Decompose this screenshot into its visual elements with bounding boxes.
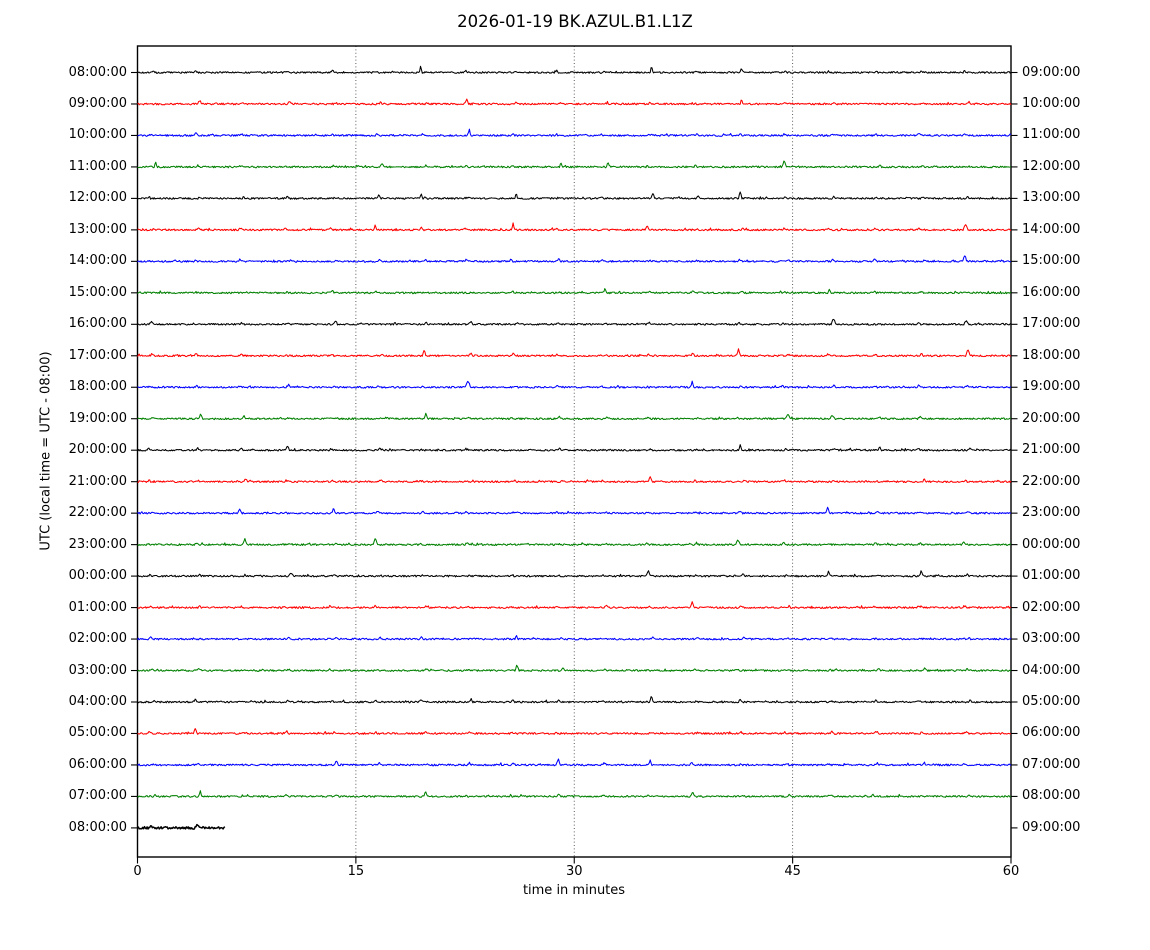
ytick-label-left: 18:00:00 [68, 379, 127, 395]
ytick-label-right: 18:00:00 [1022, 347, 1081, 363]
seismic-trace [137, 191, 1012, 200]
ytick-label-left: 13:00:00 [68, 221, 127, 237]
ytick-label-right: 14:00:00 [1022, 221, 1081, 237]
ytick-label-right: 07:00:00 [1022, 756, 1081, 772]
ytick-label-left: 19:00:00 [68, 410, 127, 426]
ytick-label-left: 11:00:00 [68, 158, 127, 174]
ytick-label-right: 15:00:00 [1022, 253, 1081, 269]
seismic-trace [137, 160, 1012, 169]
ytick-label-left: 09:00:00 [68, 95, 127, 111]
xtick-label: 15 [347, 864, 365, 879]
ytick-label-right: 17:00:00 [1022, 316, 1081, 332]
ytick-label-right: 13:00:00 [1022, 190, 1081, 206]
seismic-trace [137, 790, 1012, 798]
ytick-label-right: 08:00:00 [1022, 788, 1081, 804]
seismic-trace [137, 348, 1012, 358]
ytick-label-right: 23:00:00 [1022, 505, 1081, 521]
ytick-label-right: 06:00:00 [1022, 725, 1081, 741]
ytick-label-left: 12:00:00 [68, 190, 127, 206]
ytick-label-left: 20:00:00 [68, 442, 127, 458]
ytick-label-left: 22:00:00 [68, 505, 127, 521]
seismic-trace [137, 664, 1012, 672]
ytick-label-right: 04:00:00 [1022, 662, 1081, 678]
seismic-trace [137, 412, 1012, 421]
plot-title: 2026-01-19 BK.AZUL.B1.L1Z [457, 12, 693, 31]
xtick-label: 60 [1002, 864, 1020, 879]
seismic-trace [137, 728, 1011, 735]
seismic-trace [137, 758, 1012, 767]
ytick-label-right: 02:00:00 [1022, 599, 1081, 615]
ytick-label-right: 12:00:00 [1022, 158, 1081, 174]
ytick-label-right: 21:00:00 [1022, 442, 1081, 458]
ytick-label-left: 08:00:00 [68, 819, 127, 835]
seismic-trace [137, 696, 1012, 704]
ytick-label-left: 06:00:00 [68, 756, 127, 772]
ytick-label-right: 09:00:00 [1022, 64, 1081, 80]
ytick-label-left: 10:00:00 [68, 127, 127, 143]
seismic-trace [137, 222, 1012, 232]
ytick-label-right: 19:00:00 [1022, 379, 1081, 395]
ytick-label-right: 10:00:00 [1022, 95, 1081, 111]
seismic-trace [137, 476, 1012, 484]
ytick-label-left: 05:00:00 [68, 725, 127, 741]
ytick-label-right: 16:00:00 [1022, 284, 1081, 300]
ytick-label-left: 21:00:00 [68, 473, 127, 489]
ytick-label-left: 00:00:00 [68, 568, 127, 584]
seismic-trace [137, 601, 1012, 609]
ytick-label-right: 20:00:00 [1022, 410, 1081, 426]
ytick-label-left: 17:00:00 [68, 347, 127, 363]
seismic-trace [137, 255, 1012, 263]
x-axis-label: time in minutes [522, 883, 626, 898]
ytick-label-left: 02:00:00 [68, 631, 127, 647]
ytick-label-right: 05:00:00 [1022, 694, 1081, 709]
seismic-trace [137, 635, 1012, 641]
ytick-label-left: 23:00:00 [68, 536, 127, 552]
ytick-label-right: 03:00:00 [1022, 631, 1081, 647]
ytick-label-left: 03:00:00 [68, 662, 127, 678]
ytick-label-left: 04:00:00 [68, 694, 127, 709]
ytick-label-left: 07:00:00 [68, 788, 127, 804]
ytick-label-right: 01:00:00 [1022, 568, 1081, 584]
ytick-label-right: 00:00:00 [1022, 536, 1081, 552]
seismic-trace [137, 318, 1012, 326]
seismic-trace [137, 537, 1012, 547]
seismic-trace [137, 570, 1012, 578]
seismic-trace [137, 380, 1012, 389]
ytick-label-left: 15:00:00 [68, 284, 127, 300]
xtick-label: 45 [784, 864, 801, 879]
ytick-label-right: 09:00:00 [1022, 819, 1081, 835]
xtick-label: 0 [133, 864, 142, 879]
seismic-trace [137, 128, 1012, 137]
seismic-trace [137, 506, 1012, 515]
ytick-label-right: 11:00:00 [1022, 127, 1081, 143]
ytick-label-right: 22:00:00 [1022, 473, 1081, 489]
seismic-trace [137, 823, 226, 830]
ytick-label-left: 08:00:00 [68, 64, 127, 80]
seismic-trace [137, 288, 1012, 295]
ytick-label-left: 16:00:00 [68, 316, 127, 332]
xtick-label: 30 [565, 864, 583, 879]
ytick-label-left: 01:00:00 [68, 599, 127, 615]
ytick-label-left: 14:00:00 [68, 253, 127, 269]
seismic-trace [137, 98, 1012, 106]
seismic-trace [137, 65, 1012, 74]
seismic-trace [137, 444, 1012, 452]
